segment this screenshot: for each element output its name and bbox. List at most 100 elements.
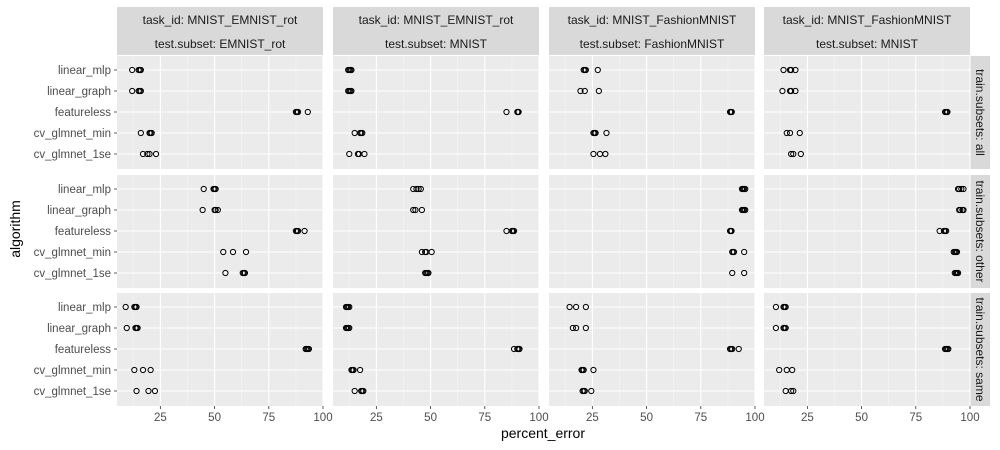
data-point [200, 185, 207, 193]
data-point [776, 366, 783, 374]
data-point [590, 366, 597, 374]
data-point [361, 150, 368, 158]
column-strip-subset-label: test.subset: MNIST [385, 37, 488, 51]
x-axis-title: percent_error [501, 425, 585, 441]
data-point [139, 150, 147, 158]
data-point [199, 206, 206, 214]
data-point [728, 108, 735, 116]
data-point [359, 129, 366, 137]
x-tick-label: 25 [154, 412, 167, 424]
data-point [133, 303, 140, 311]
data-point [137, 66, 144, 74]
data-point [145, 387, 152, 395]
y-axis-title: algorithm [7, 200, 23, 258]
column-strip-bg [117, 7, 323, 55]
y-tick-label: cv_glmnet_min [34, 247, 111, 259]
data-point [772, 303, 780, 311]
data-point [137, 87, 144, 95]
data-point [129, 66, 136, 74]
data-point [415, 185, 422, 193]
data-point [945, 345, 952, 353]
data-point [954, 269, 962, 277]
row-strip-label: train.subsets: all [973, 69, 987, 156]
data-point [957, 206, 964, 214]
data-point [137, 129, 144, 137]
data-point [958, 185, 965, 193]
row-strip-label: train.subsets: same [973, 297, 987, 401]
y-tick-label: featureless [55, 344, 112, 356]
y-tick-label: linear_graph [47, 323, 111, 335]
data-point [413, 185, 420, 193]
x-tick-label: 25 [801, 412, 814, 424]
x-tick-label: 75 [262, 412, 275, 424]
data-point [212, 185, 219, 193]
data-point [350, 366, 357, 374]
column-strip-bg [549, 7, 755, 55]
panel [117, 175, 324, 288]
data-point [241, 269, 249, 277]
data-point [122, 303, 129, 311]
data-point [348, 66, 355, 74]
column-strip-bg [764, 7, 970, 55]
data-point [780, 66, 787, 74]
data-point [788, 150, 795, 158]
column-strip-bg [333, 7, 539, 55]
data-point [782, 303, 789, 311]
panel [333, 293, 540, 406]
y-tick-label: cv_glmnet_min [34, 365, 111, 377]
data-point [741, 248, 748, 256]
x-tick-label: 75 [694, 412, 707, 424]
panel [549, 175, 756, 288]
data-point [147, 366, 154, 374]
y-tick-label: cv_glmnet_1se [34, 386, 111, 398]
panel [549, 56, 756, 169]
data-point [789, 366, 796, 374]
y-tick-label: cv_glmnet_min [34, 128, 111, 140]
data-point [220, 248, 227, 256]
x-tick-label: 50 [855, 412, 868, 424]
panel [764, 56, 971, 169]
data-point [566, 303, 573, 311]
data-point [580, 366, 587, 374]
data-point [148, 129, 155, 137]
data-point [772, 324, 780, 332]
data-point [222, 269, 229, 277]
data-point [792, 66, 799, 74]
data-point [790, 150, 797, 158]
data-point [741, 269, 748, 277]
data-point [212, 206, 219, 214]
data-point [357, 366, 364, 374]
column-strip-task-label: task_id: MNIST_EMNIST_rot [359, 13, 514, 27]
data-point [351, 387, 358, 395]
x-tick-label: 25 [586, 412, 599, 424]
data-point [582, 66, 589, 74]
data-point [729, 345, 736, 353]
data-point [728, 227, 735, 235]
y-tick-label: linear_mlp [58, 302, 111, 314]
data-point [425, 269, 432, 277]
data-point [573, 324, 580, 332]
data-point [573, 303, 580, 311]
column-strip-subset-label: test.subset: FashionMNIST [580, 37, 725, 51]
data-point [412, 206, 419, 214]
y-tick-label: featureless [55, 226, 112, 238]
data-point [783, 129, 790, 137]
data-point [730, 248, 738, 256]
y-tick-labels: linear_mlp linear_graph featureless cv_glmn… [34, 65, 117, 398]
y-tick-label: cv_glmnet_1se [34, 149, 111, 161]
data-point [301, 227, 308, 235]
data-point [152, 150, 160, 158]
x-tick-label: 25 [370, 412, 383, 424]
row-strip-bg [970, 175, 990, 288]
panel [117, 56, 324, 169]
y-tick-label: featureless [55, 107, 112, 119]
data-point [577, 87, 584, 95]
panels [117, 56, 971, 406]
row-strips: train.subsets: all train.subsets: other tr… [970, 56, 990, 406]
data-point [581, 387, 588, 395]
data-point [428, 248, 435, 256]
column-strip-subset-label: test.subset: EMNIST_rot [155, 37, 286, 51]
y-tick-label: linear_mlp [58, 184, 111, 196]
data-point [139, 366, 147, 374]
data-point [944, 108, 951, 116]
